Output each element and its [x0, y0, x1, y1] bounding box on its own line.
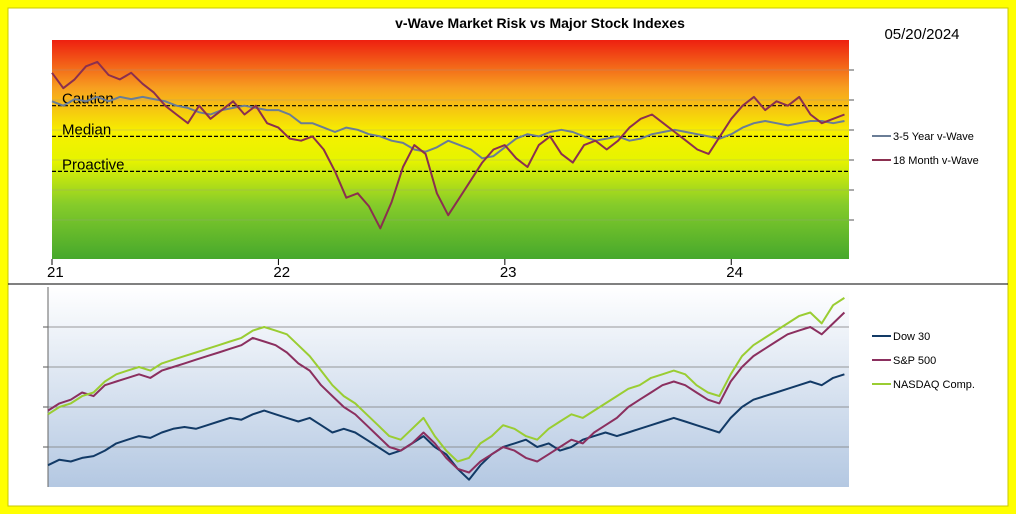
legend-label-3-5-year-v-wave: 3-5 Year v-Wave: [893, 131, 974, 143]
index-legend: Dow 30 S&P 500 NASDAQ Comp.: [872, 331, 975, 391]
legend-label-dow-30: Dow 30: [893, 331, 930, 343]
series-line-s-p-500: [47, 311, 846, 474]
legend-label-s-p-500: S&P 500: [893, 355, 936, 367]
reference-label-proactive: Proactive: [62, 156, 125, 173]
x-tick-label-23: 23: [500, 264, 517, 281]
series-line-nasdaq-comp: [47, 297, 845, 463]
risk-legend: 3-5 Year v-Wave 18 Month v-Wave: [872, 131, 979, 167]
x-tick-label-24: 24: [726, 264, 743, 281]
risk-panel-background: [52, 40, 849, 259]
risk-reference-lines: Caution Median Proactive: [52, 91, 849, 173]
series-line-dow-30: [47, 373, 845, 481]
report-date: 05/20/2024: [884, 26, 959, 43]
x-tick-label-22: 22: [273, 264, 290, 281]
risk-series-group: [51, 60, 845, 230]
series-line-18-month-v-wave: [51, 60, 845, 230]
reference-label-median: Median: [62, 121, 111, 138]
legend-label-18-month-v-wave: 18 Month v-Wave: [893, 155, 979, 167]
reference-label-caution: Caution: [62, 91, 114, 108]
risk-gridlines: [52, 69, 854, 221]
index-series-group: [47, 297, 846, 481]
series-line-3-5-year-v-wave: [51, 95, 845, 160]
risk-x-axis-ticks: 21 22 23 24: [47, 259, 743, 281]
chart-title: v-Wave Market Risk vs Major Stock Indexe…: [395, 15, 685, 31]
x-tick-label-21: 21: [47, 264, 64, 281]
index-gridlines: [43, 287, 849, 487]
legend-label-nasdaq-comp: NASDAQ Comp.: [893, 379, 975, 391]
